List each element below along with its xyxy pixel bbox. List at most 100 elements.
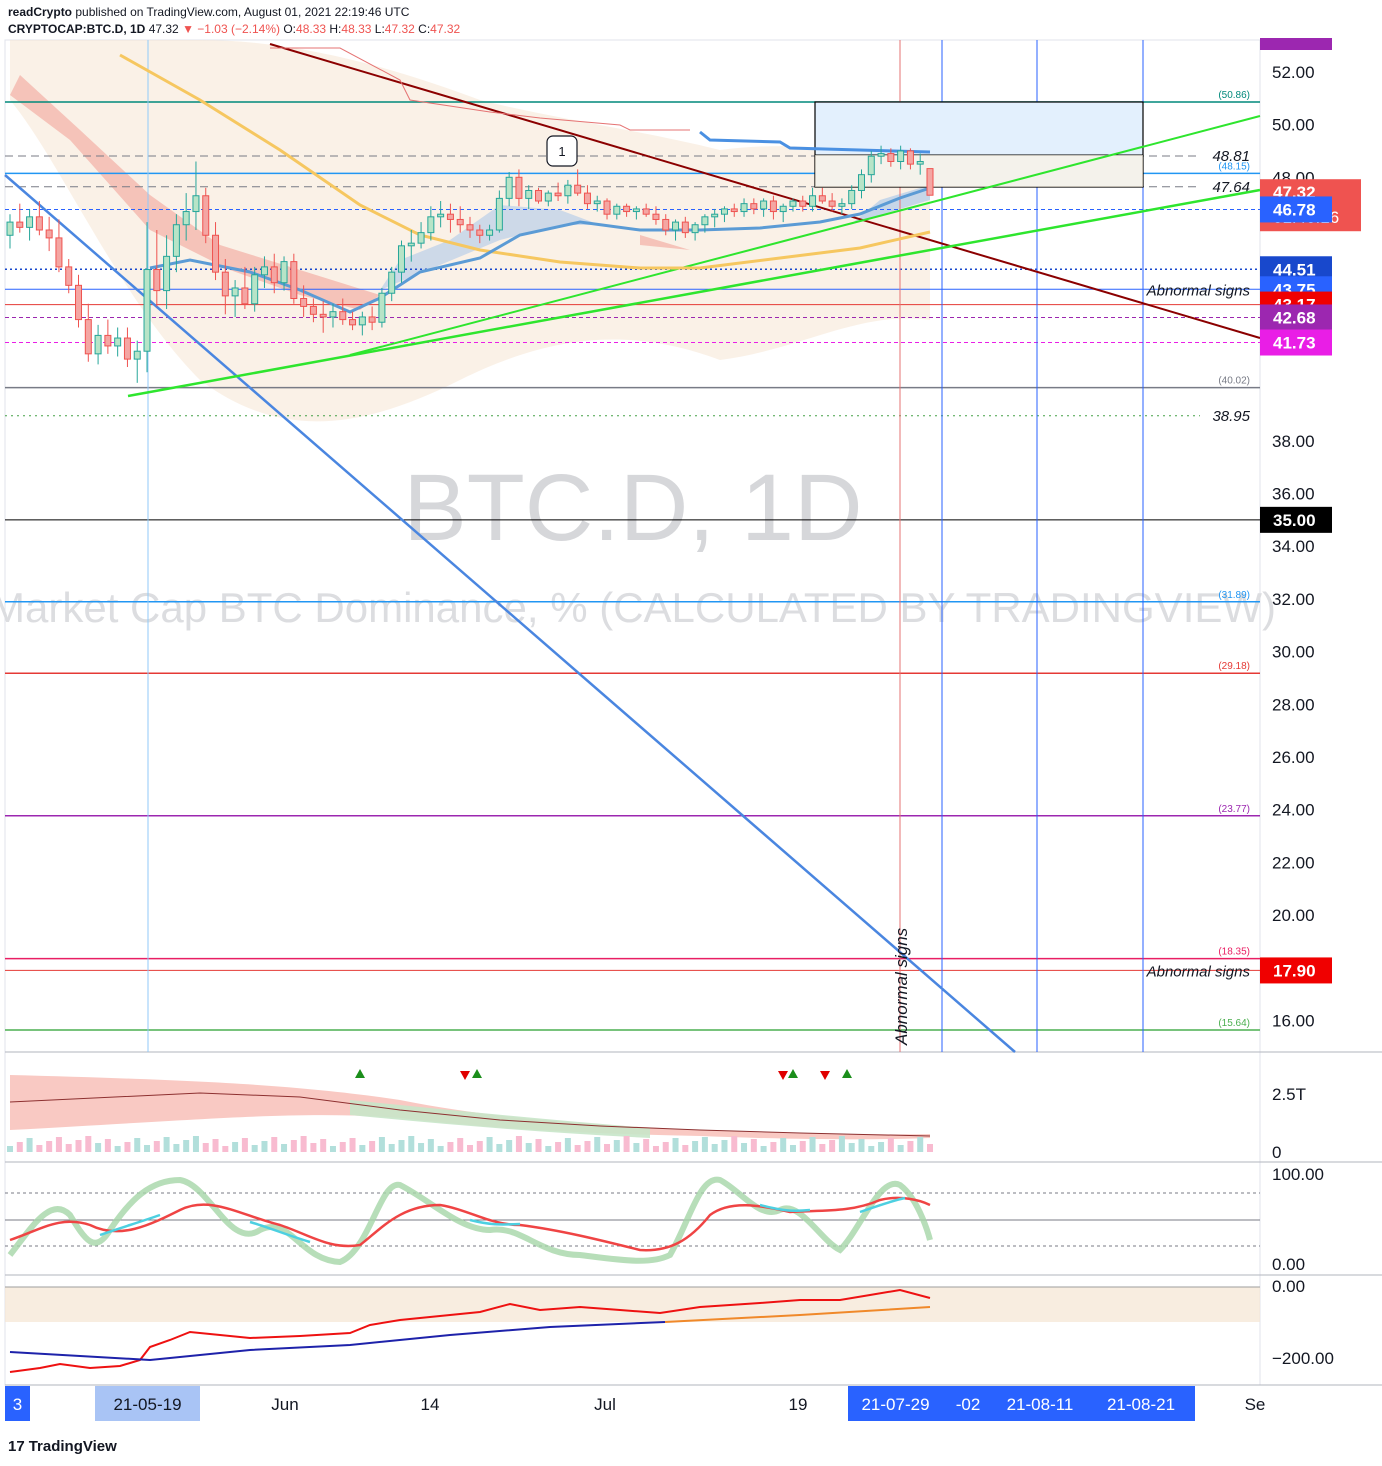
- volume-bar: [486, 1137, 493, 1152]
- candle-body: [427, 216, 435, 234]
- candle-body: [818, 195, 826, 202]
- volume-bar: [594, 1137, 601, 1152]
- candle-body: [182, 211, 190, 226]
- candle-body: [300, 298, 308, 307]
- candle-body: [897, 150, 905, 162]
- price-badge-value: 17.90: [1273, 961, 1316, 980]
- candle-body: [153, 269, 161, 292]
- candle-body: [378, 292, 386, 323]
- candle-body: [270, 266, 278, 284]
- volume-bar: [574, 1145, 581, 1152]
- volume-bar: [85, 1136, 92, 1152]
- level-label: (48.15): [1218, 161, 1250, 172]
- x-axis-highlight: [1087, 1386, 1195, 1421]
- volume-bar: [192, 1136, 199, 1152]
- volume-bar: [388, 1144, 395, 1152]
- volume-bar: [799, 1141, 806, 1152]
- publish-info: readCrypto published on TradingView.com,…: [8, 5, 409, 19]
- high-value: 48.33: [341, 22, 372, 36]
- osc-cyan-segments: [99, 1196, 906, 1244]
- obv-axis-tick: −200.00: [1272, 1349, 1334, 1368]
- volume-bar: [408, 1136, 415, 1152]
- volume-bar: [369, 1141, 376, 1152]
- candle-body: [760, 200, 768, 210]
- volume-bar: [848, 1143, 855, 1152]
- volume-bar: [652, 1146, 659, 1152]
- candle-body: [446, 213, 454, 220]
- candle-body: [495, 197, 503, 231]
- candle-body: [926, 168, 934, 196]
- published-text: published on TradingView.com, August 01,…: [75, 5, 410, 19]
- volume-bar: [584, 1141, 591, 1152]
- volume-bar: [427, 1139, 434, 1152]
- volume-bar: [359, 1145, 366, 1152]
- volume-bar: [623, 1136, 630, 1152]
- candle-body: [613, 205, 621, 215]
- candle-body: [251, 274, 259, 305]
- y-axis-tick: 38.00: [1272, 432, 1315, 451]
- price-badge: [1260, 304, 1332, 331]
- volume-bar: [897, 1145, 904, 1152]
- volume-bar: [789, 1145, 796, 1152]
- volume-bar: [173, 1144, 180, 1152]
- volume-bar: [114, 1146, 121, 1152]
- candle-body: [642, 208, 650, 215]
- obv-band: [5, 1287, 1260, 1322]
- volume-bar: [46, 1141, 53, 1152]
- candle-body: [309, 305, 317, 315]
- volume-bar: [858, 1139, 865, 1152]
- volume-bar: [555, 1142, 562, 1152]
- watermark-symbol: BTC.D, 1D: [403, 455, 862, 561]
- signal-down-triangle: [820, 1071, 830, 1080]
- volume-bar: [153, 1141, 160, 1152]
- volume-bar: [300, 1136, 307, 1152]
- volume-bar: [457, 1138, 464, 1152]
- dashed-level-label: 47.64: [1212, 179, 1250, 196]
- candle-body: [662, 218, 670, 231]
- volume-bar: [535, 1139, 542, 1152]
- volume-bar: [124, 1142, 131, 1152]
- signal-down-triangle: [460, 1071, 470, 1080]
- blue-trendline: [4, 174, 1016, 1053]
- volume-bar: [613, 1140, 620, 1152]
- candle-body: [212, 234, 220, 273]
- candle-body: [583, 192, 591, 205]
- volume-bar: [750, 1139, 757, 1152]
- candle-body: [505, 176, 513, 199]
- signal-up-triangle: [472, 1069, 482, 1078]
- volume-bar: [672, 1138, 679, 1152]
- volume-bar: [437, 1146, 444, 1152]
- x-axis-highlight: [943, 1386, 993, 1421]
- volume-bar: [467, 1145, 473, 1152]
- callout-box: [546, 135, 578, 167]
- level-label: (18.35): [1218, 947, 1250, 958]
- volume-bar: [878, 1142, 885, 1152]
- volume-pane: [7, 1069, 933, 1152]
- x-axis-label: 3: [13, 1395, 22, 1414]
- candle-body: [740, 203, 748, 213]
- volume-bar: [241, 1138, 248, 1152]
- publisher-name[interactable]: readCrypto: [8, 5, 73, 19]
- volume-bar: [75, 1140, 82, 1152]
- volume-bar: [829, 1140, 836, 1152]
- volume-bar: [809, 1137, 816, 1152]
- candle-body: [319, 313, 327, 318]
- candle-body: [6, 221, 14, 236]
- volume-ma: [9, 1092, 931, 1137]
- candle-body: [515, 176, 523, 199]
- tradingview-logo[interactable]: 17 TradingView: [8, 1438, 117, 1455]
- volume-bar: [682, 1145, 689, 1152]
- candle-body: [681, 221, 689, 234]
- candle-body: [711, 213, 719, 218]
- candle-body: [123, 337, 131, 360]
- obv-pane: [5, 1286, 1260, 1373]
- price-badge: [1260, 329, 1332, 356]
- level-label: (23.77): [1218, 804, 1250, 815]
- candle-body: [26, 216, 34, 228]
- candle-body: [221, 271, 229, 297]
- level-label: (15.64): [1218, 1018, 1250, 1029]
- candle-body: [476, 229, 484, 236]
- x-axis-highlight: [848, 1386, 943, 1421]
- symbol-name[interactable]: CRYPTOCAP:BTC.D, 1D: [8, 22, 146, 36]
